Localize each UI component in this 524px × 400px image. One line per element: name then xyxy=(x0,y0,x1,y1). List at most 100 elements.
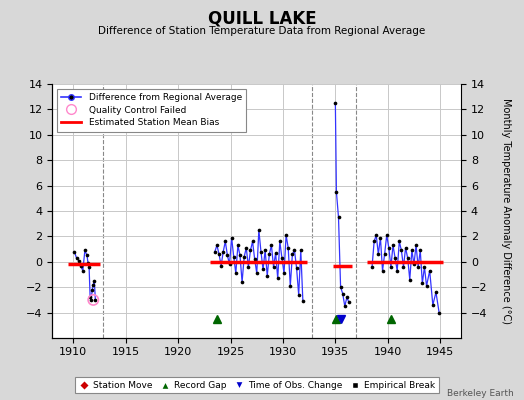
Point xyxy=(232,270,240,276)
Point xyxy=(91,297,100,303)
Point xyxy=(380,251,389,257)
Point xyxy=(274,275,282,282)
Point xyxy=(416,247,424,254)
Point xyxy=(393,268,401,274)
Point xyxy=(397,247,406,254)
Point xyxy=(280,270,288,276)
Legend: Station Move, Record Gap, Time of Obs. Change, Empirical Break: Station Move, Record Gap, Time of Obs. C… xyxy=(75,377,439,394)
Point xyxy=(284,245,292,251)
Point xyxy=(288,251,297,257)
Point xyxy=(255,227,263,233)
Point xyxy=(341,303,349,310)
Point xyxy=(79,268,87,274)
Point xyxy=(86,294,94,300)
Point xyxy=(378,268,387,274)
Point xyxy=(267,242,276,248)
Point xyxy=(215,251,223,257)
Point xyxy=(213,242,221,248)
Point xyxy=(376,234,385,241)
Point xyxy=(403,255,412,261)
Point xyxy=(70,248,79,255)
Point xyxy=(345,299,353,306)
Point xyxy=(418,280,427,286)
Point xyxy=(248,238,257,245)
Text: Difference of Station Temperature Data from Regional Average: Difference of Station Temperature Data f… xyxy=(99,26,425,36)
Point xyxy=(425,268,434,274)
Point xyxy=(253,270,261,276)
Point xyxy=(368,264,376,270)
Point xyxy=(389,242,397,248)
Point xyxy=(269,264,278,270)
Point xyxy=(83,252,91,259)
Point xyxy=(265,251,274,257)
Point xyxy=(406,276,414,283)
Point xyxy=(246,247,255,254)
Point xyxy=(343,294,351,300)
Point xyxy=(401,245,410,251)
Point xyxy=(276,238,284,245)
Point xyxy=(89,282,97,288)
Legend: Difference from Regional Average, Quality Control Failed, Estimated Station Mean: Difference from Regional Average, Qualit… xyxy=(57,88,246,132)
Point xyxy=(219,248,227,255)
Point xyxy=(74,257,83,264)
Text: QUILL LAKE: QUILL LAKE xyxy=(208,10,316,28)
Text: Berkeley Earth: Berkeley Earth xyxy=(447,389,514,398)
Point xyxy=(292,265,301,271)
Point xyxy=(299,298,307,304)
Point xyxy=(77,262,85,269)
Point xyxy=(383,232,391,238)
Point xyxy=(85,264,93,270)
Point xyxy=(374,251,383,257)
Point xyxy=(435,310,443,316)
Point xyxy=(90,278,99,284)
Point xyxy=(429,302,437,308)
Point xyxy=(238,279,246,285)
Point xyxy=(223,252,232,259)
Point xyxy=(286,283,294,289)
Point xyxy=(211,248,219,255)
Point xyxy=(230,254,238,260)
Point xyxy=(242,245,250,251)
Point xyxy=(234,242,242,248)
Point xyxy=(263,272,271,279)
Point xyxy=(412,242,420,248)
Point xyxy=(72,255,81,261)
Point xyxy=(422,283,431,289)
Point xyxy=(259,266,267,273)
Point xyxy=(88,286,96,293)
Point xyxy=(87,297,95,303)
Point xyxy=(385,245,393,251)
Point xyxy=(410,261,418,268)
Point xyxy=(294,292,303,298)
Point xyxy=(290,247,299,254)
Point xyxy=(432,289,440,296)
Point xyxy=(217,262,225,269)
Point xyxy=(399,264,408,270)
Point xyxy=(339,290,347,297)
Point xyxy=(240,254,248,260)
Point xyxy=(370,238,378,245)
Point xyxy=(334,214,343,220)
Point xyxy=(227,234,236,241)
Point xyxy=(336,284,345,290)
Point xyxy=(414,264,422,270)
Point xyxy=(271,250,280,256)
Point xyxy=(261,247,269,254)
Point xyxy=(331,100,340,106)
Point xyxy=(420,264,429,270)
Point xyxy=(387,264,395,270)
Point xyxy=(244,264,253,270)
Point xyxy=(297,247,305,254)
Point xyxy=(332,189,341,195)
Point xyxy=(282,232,290,238)
Point xyxy=(250,256,259,262)
Point xyxy=(225,261,234,268)
Point xyxy=(278,255,286,261)
Y-axis label: Monthly Temperature Anomaly Difference (°C): Monthly Temperature Anomaly Difference (… xyxy=(501,98,511,324)
Point xyxy=(81,247,89,254)
Point xyxy=(236,252,244,259)
Point xyxy=(391,255,399,261)
Point xyxy=(257,248,265,255)
Point xyxy=(221,238,230,245)
Point xyxy=(89,297,97,303)
